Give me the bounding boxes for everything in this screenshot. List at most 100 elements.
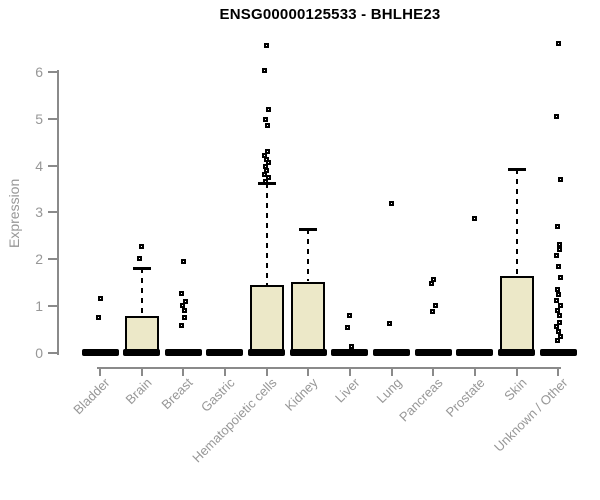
x-axis-tick (515, 367, 518, 376)
outlier-point (472, 216, 478, 221)
x-axis-tick (432, 367, 435, 376)
outlier-point (95, 315, 101, 320)
outlier-point (262, 171, 268, 177)
outlier-point (553, 252, 559, 258)
outlier-point (555, 263, 561, 269)
outlier-point (262, 67, 268, 73)
outlier-point (432, 303, 438, 309)
outlier-point (178, 290, 184, 296)
outlier-point (387, 320, 393, 326)
outlier-point (554, 308, 560, 313)
y-tick-label: 1 (35, 297, 43, 314)
outlier-point (97, 296, 103, 302)
outlier-point (347, 312, 353, 318)
outlier-point (389, 200, 395, 206)
outlier-point (555, 40, 561, 46)
x-axis-tick (557, 367, 560, 376)
median-bar (164, 349, 202, 356)
y-axis-tick (48, 71, 57, 74)
median-bar (498, 349, 535, 356)
x-axis-tick (265, 367, 268, 376)
outlier-point (554, 223, 560, 229)
box (249, 284, 284, 355)
outlier-point (181, 315, 187, 320)
median-bar (123, 349, 161, 356)
outlier-point (553, 297, 559, 303)
outlier-point (266, 160, 272, 166)
y-axis-line (57, 70, 59, 355)
y-axis-tick (48, 258, 57, 261)
outlier-point (265, 149, 271, 155)
whisker (140, 268, 143, 316)
y-axis-tick (48, 304, 57, 307)
whisker-cap (132, 267, 151, 271)
box (291, 281, 326, 355)
outlier-point (429, 309, 435, 315)
outlier-point (263, 179, 269, 185)
outlier-point (557, 275, 563, 281)
outlier-point (553, 114, 559, 120)
y-axis-tick (48, 351, 57, 354)
outlier-point (556, 241, 562, 247)
outlier-point (556, 247, 562, 253)
box (499, 275, 534, 355)
x-axis-tick (348, 367, 351, 376)
outlier-point (266, 107, 272, 113)
median-bar (456, 349, 494, 356)
median-bar (248, 349, 286, 356)
outlier-point (430, 277, 436, 283)
outlier-point (178, 322, 184, 328)
whisker (265, 183, 268, 285)
outlier-point (557, 303, 563, 309)
box (124, 316, 159, 355)
x-axis-tick (140, 367, 143, 376)
outlier-point (181, 308, 187, 313)
y-axis-tick (48, 118, 57, 120)
y-tick-label: 6 (35, 64, 43, 81)
y-tick-label: 3 (35, 204, 43, 221)
x-axis-tick (390, 367, 393, 376)
x-axis-tick (182, 367, 185, 376)
outlier-point (182, 298, 188, 304)
whisker (515, 168, 518, 276)
outlier-point (179, 303, 185, 309)
x-axis-line (97, 367, 561, 369)
x-axis-tick (307, 367, 310, 376)
y-tick-label: 2 (35, 251, 43, 268)
outlier-point (349, 343, 355, 349)
outlier-point (266, 174, 272, 180)
outlier-point (264, 42, 270, 48)
outlier-point (553, 324, 559, 330)
y-axis-tick (48, 211, 57, 214)
outlier-point (555, 329, 561, 334)
whisker-cap (299, 227, 318, 231)
outlier-point (263, 116, 269, 122)
y-tick-label: 5 (35, 111, 43, 127)
x-axis-tick (99, 367, 101, 376)
outlier-point (139, 243, 145, 249)
outlier-point (428, 281, 434, 287)
median-bar (289, 349, 327, 356)
outlier-point (265, 122, 271, 128)
whisker-cap (507, 167, 526, 171)
median-bar (539, 349, 577, 356)
median-bar (81, 349, 119, 356)
median-bar (331, 349, 369, 356)
outlier-point (556, 312, 562, 318)
median-bar (373, 349, 411, 356)
outlier-point (554, 287, 560, 292)
median-bar (206, 349, 244, 356)
outlier-point (555, 291, 561, 297)
outlier-point (180, 258, 186, 264)
chart-title: ENSG00000125533 - BHLHE23 (219, 6, 441, 23)
y-tick-label: 0 (35, 344, 43, 361)
outlier-point (556, 319, 562, 325)
outlier-point (345, 325, 351, 331)
y-axis-tick (48, 164, 57, 167)
outlier-point (557, 177, 563, 183)
whisker (307, 228, 310, 282)
outlier-point (137, 255, 143, 261)
median-bar (414, 349, 452, 356)
